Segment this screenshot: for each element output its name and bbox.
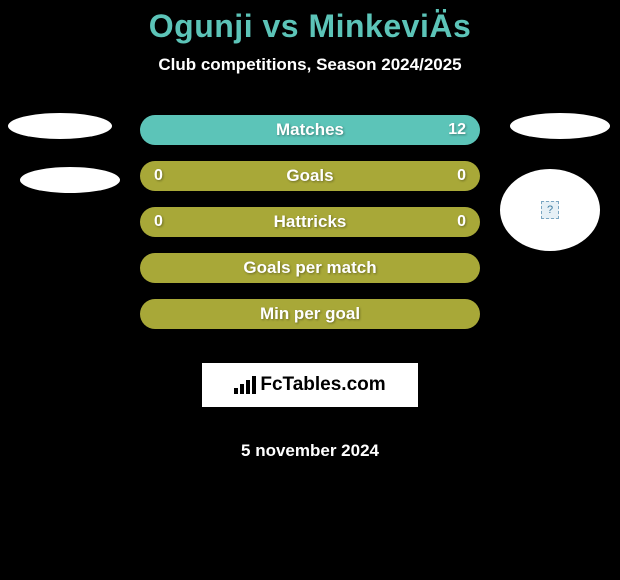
logo: FcTables.com — [234, 374, 385, 396]
page-title: Ogunji vs MinkeviÄs — [149, 8, 471, 45]
stat-right-value: 0 — [457, 167, 466, 185]
stat-row-goals-per-match: Goals per match — [140, 253, 480, 283]
comparison-area: ? Matches 12 0 Goals 0 0 Hattricks 0 Goa… — [0, 115, 620, 461]
stat-label: Hattricks — [274, 212, 347, 232]
stat-left-value: 0 — [154, 213, 163, 231]
player-shape-left-1 — [8, 113, 112, 139]
stat-left-value: 0 — [154, 167, 163, 185]
player-shape-right-1 — [510, 113, 610, 139]
stat-right-value: 12 — [448, 121, 466, 139]
stat-label: Goals — [286, 166, 333, 186]
player-shape-right-circle: ? — [500, 169, 600, 251]
date-text: 5 november 2024 — [241, 441, 379, 461]
widget-container: Ogunji vs MinkeviÄs Club competitions, S… — [0, 0, 620, 461]
bars-icon — [234, 376, 256, 394]
logo-box[interactable]: FcTables.com — [202, 363, 418, 407]
subtitle: Club competitions, Season 2024/2025 — [158, 55, 461, 75]
stat-right-value: 0 — [457, 213, 466, 231]
stat-label: Matches — [276, 120, 344, 140]
stat-row-min-per-goal: Min per goal — [140, 299, 480, 329]
stat-row-hattricks: 0 Hattricks 0 — [140, 207, 480, 237]
broken-image-icon: ? — [541, 201, 559, 219]
player-shape-left-2 — [20, 167, 120, 193]
stat-row-goals: 0 Goals 0 — [140, 161, 480, 191]
stat-label: Goals per match — [243, 258, 376, 278]
stat-row-matches: Matches 12 — [140, 115, 480, 145]
logo-text: FcTables.com — [260, 374, 385, 396]
stat-label: Min per goal — [260, 304, 360, 324]
